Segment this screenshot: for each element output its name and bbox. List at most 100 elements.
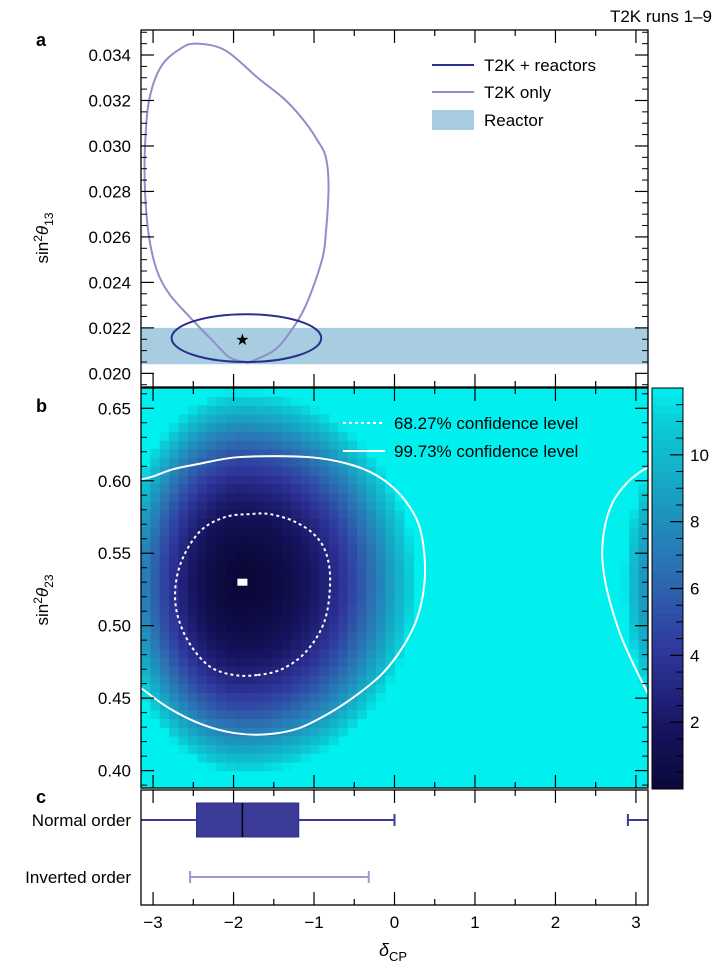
heatmap-cell — [629, 588, 640, 598]
panel-a-y-tick-label: 0.020 — [88, 364, 131, 383]
heatmap-cell — [281, 544, 292, 554]
heatmap-cell — [356, 605, 367, 615]
heatmap-cell — [319, 483, 330, 493]
heatmap-cell — [394, 596, 405, 606]
panel-a-y-tick-label: 0.028 — [88, 182, 131, 201]
heatmap-cell — [263, 753, 274, 763]
heatmap-cell — [281, 718, 292, 728]
heatmap-cell — [178, 492, 189, 502]
heatmap-cell — [319, 474, 330, 485]
heatmap-cell — [366, 492, 377, 502]
x-tick-label: 3 — [631, 913, 640, 932]
heatmap-cell — [366, 501, 377, 511]
heatmap-cell — [216, 761, 227, 772]
heatmap-cell — [375, 596, 386, 606]
legend-label-68: 68.27% confidence level — [394, 414, 578, 433]
heatmap-cell — [403, 570, 414, 580]
heatmap-cell — [394, 588, 405, 598]
heatmap-cell — [197, 631, 208, 641]
heatmap-cell — [338, 692, 349, 702]
heatmap-cell — [300, 622, 311, 633]
heatmap-cell — [206, 501, 217, 511]
heatmap-cell — [281, 527, 292, 537]
heatmap-cell — [206, 622, 217, 633]
heatmap-cell — [178, 544, 189, 554]
heatmap-cell — [385, 561, 396, 572]
heatmap-cell — [225, 396, 236, 406]
heatmap-cell — [178, 474, 189, 485]
heatmap-cell — [234, 527, 245, 537]
heatmap-cell — [178, 648, 189, 659]
heatmap-cell — [253, 483, 264, 493]
heatmap-cell — [310, 718, 320, 728]
heatmap-cell — [328, 640, 339, 650]
heatmap-cell — [169, 701, 180, 711]
heatmap-cell — [178, 440, 189, 450]
heatmap-cell — [319, 727, 330, 737]
heatmap-cell — [291, 579, 302, 589]
heatmap-cell — [169, 466, 180, 476]
heatmap-cell — [225, 414, 236, 424]
heatmap-cell — [253, 648, 264, 659]
heatmap-cell — [263, 448, 274, 459]
heatmap-cell — [216, 709, 227, 720]
heatmap-cell — [244, 753, 255, 763]
heatmap-cell — [263, 466, 274, 476]
heatmap-cell — [234, 544, 245, 554]
heatmap-cell — [619, 588, 630, 598]
heatmap-cell — [356, 561, 367, 572]
heatmap-cell — [347, 483, 358, 493]
heatmap-cell — [356, 674, 367, 685]
heatmap-cell — [291, 414, 302, 424]
heatmap-cell — [272, 709, 283, 720]
heatmap-cell — [216, 405, 227, 415]
heatmap-cell — [328, 422, 339, 433]
heatmap-cell — [263, 570, 274, 580]
heatmap-cell — [234, 474, 245, 485]
heatmap-cell — [281, 448, 292, 459]
heatmap-cell — [225, 483, 236, 493]
heatmap-cell — [272, 692, 283, 702]
colorbar-step — [652, 738, 683, 748]
heatmap-cell — [206, 614, 217, 624]
heatmap-cell — [141, 553, 151, 563]
colorbar: 2 4 6 8 10 — [651, 387, 709, 790]
x-axis-label: δCP — [379, 940, 407, 964]
heatmap-cell — [638, 492, 648, 502]
heatmap-cell — [206, 718, 217, 728]
heatmap-cell — [159, 674, 170, 685]
heatmap-cell — [328, 492, 339, 502]
heatmap-cell — [263, 492, 274, 502]
heatmap-cell — [206, 657, 217, 667]
heatmap-cell — [187, 509, 198, 520]
heatmap-cell — [169, 605, 180, 615]
heatmap-cell — [197, 588, 208, 598]
heatmap-cell — [272, 457, 283, 467]
heatmap-cell — [206, 631, 217, 641]
heatmap-cell — [385, 527, 396, 537]
heatmap-cell — [281, 605, 292, 615]
heatmap-cell — [150, 596, 161, 606]
heatmap-cell — [291, 518, 302, 528]
heatmap-cell — [394, 509, 405, 520]
heatmap-cell — [150, 640, 161, 650]
heatmap-cell — [356, 683, 367, 693]
heatmap-cell — [338, 579, 349, 589]
heatmap-cell — [234, 605, 245, 615]
heatmap-cell — [225, 718, 236, 728]
heatmap-cell — [300, 509, 311, 520]
panel-a-y-tick-label: 0.032 — [88, 91, 131, 110]
colorbar-step — [652, 530, 683, 539]
heatmap-cell — [328, 509, 339, 520]
heatmap-cell — [178, 457, 189, 467]
heatmap-cell — [638, 588, 648, 598]
heatmap-cell — [310, 561, 320, 572]
heatmap-cell — [356, 579, 367, 589]
heatmap-cell — [253, 709, 264, 720]
heatmap-cell — [253, 596, 264, 606]
heatmap-cell — [253, 727, 264, 737]
heatmap-cell — [234, 683, 245, 693]
colorbar-step — [652, 780, 683, 790]
heatmap-cell — [159, 518, 170, 528]
heatmap-cell — [244, 440, 255, 450]
